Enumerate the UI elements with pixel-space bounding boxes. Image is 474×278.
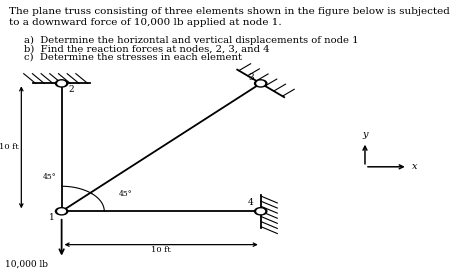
Circle shape	[58, 209, 65, 214]
Circle shape	[55, 208, 68, 215]
Text: a)  Determine the horizontal and vertical displacements of node 1: a) Determine the horizontal and vertical…	[24, 36, 358, 45]
Text: b)  Find the reaction forces at nodes, 2, 3, and 4: b) Find the reaction forces at nodes, 2,…	[24, 44, 269, 53]
Text: x: x	[412, 162, 418, 171]
Text: y: y	[362, 130, 368, 139]
Text: 1: 1	[49, 213, 55, 222]
Text: 4: 4	[248, 198, 254, 207]
Text: 3: 3	[248, 73, 254, 82]
Circle shape	[257, 209, 264, 214]
Text: 10 ft: 10 ft	[0, 143, 19, 151]
Text: 45°: 45°	[119, 190, 132, 198]
Circle shape	[255, 80, 267, 87]
Circle shape	[255, 208, 267, 215]
Text: The plane truss consisting of three elements shown in the figure below is subjec: The plane truss consisting of three elem…	[9, 7, 450, 16]
Text: 45°: 45°	[43, 173, 56, 181]
Text: c)  Determine the stresses in each element: c) Determine the stresses in each elemen…	[24, 53, 242, 62]
Circle shape	[58, 81, 65, 86]
Circle shape	[55, 80, 68, 87]
Text: 10,000 lb: 10,000 lb	[5, 260, 48, 269]
Circle shape	[257, 81, 264, 86]
Text: to a downward force of 10,000 lb applied at node 1.: to a downward force of 10,000 lb applied…	[9, 18, 282, 27]
Text: 2: 2	[69, 85, 74, 94]
Text: 10 ft: 10 ft	[151, 246, 171, 254]
